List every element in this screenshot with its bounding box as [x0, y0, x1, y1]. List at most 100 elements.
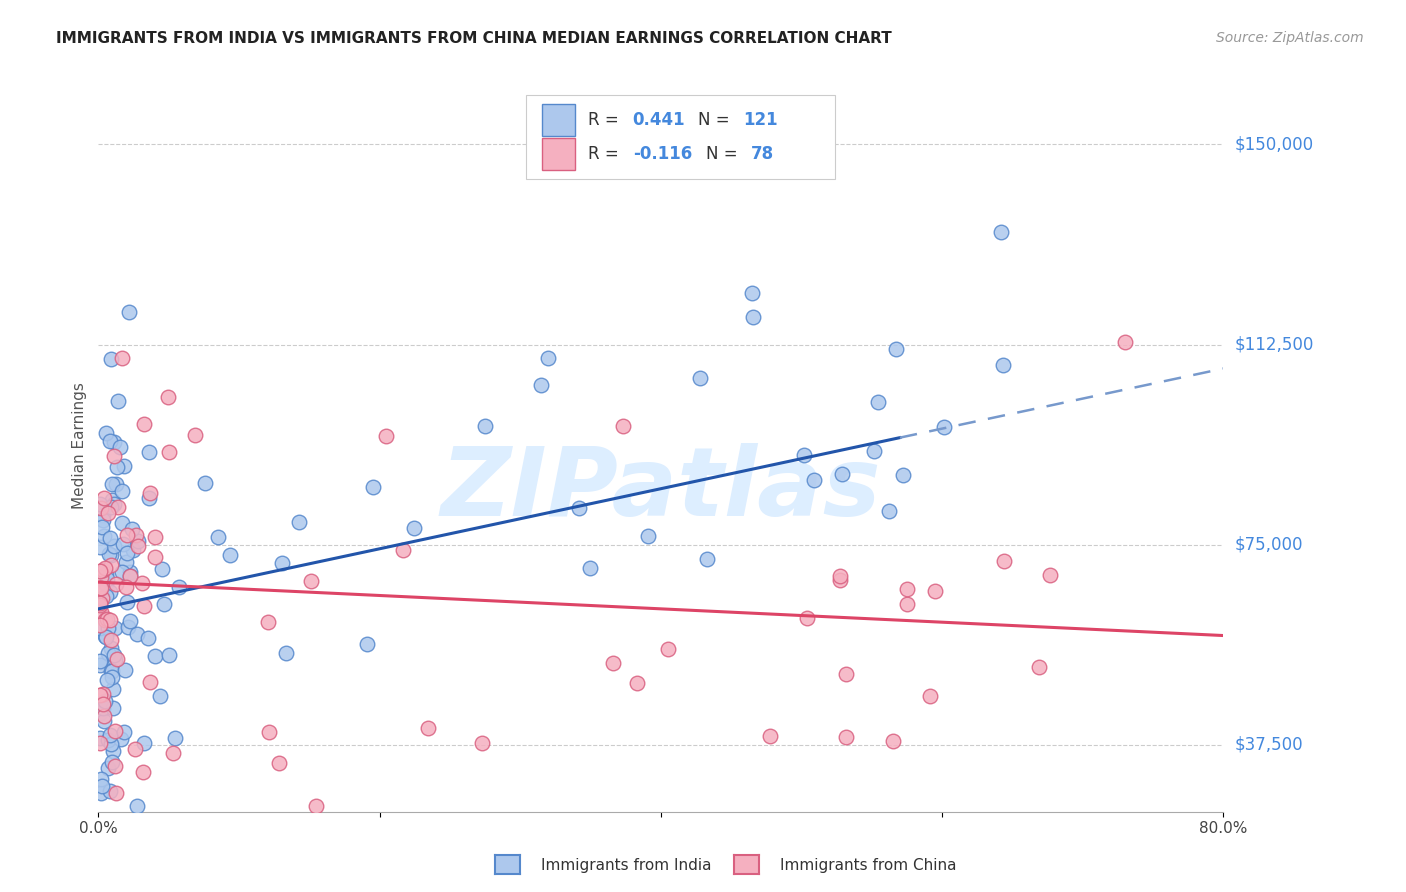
Point — [93, 528, 115, 542]
Point — [127, 799, 149, 814]
Text: $37,500: $37,500 — [1234, 736, 1303, 754]
Point — [793, 448, 815, 462]
Point — [89, 688, 111, 702]
Point — [98, 728, 121, 742]
Point — [90, 605, 112, 619]
Point — [98, 613, 121, 627]
Point — [1028, 660, 1050, 674]
Point — [877, 504, 900, 518]
Point — [111, 565, 134, 579]
Point — [138, 631, 160, 645]
Point — [361, 480, 384, 494]
Text: Immigrants from India: Immigrants from India — [541, 858, 711, 872]
Point — [89, 618, 111, 632]
Text: Source: ZipAtlas.com: Source: ZipAtlas.com — [1216, 31, 1364, 45]
Point — [96, 673, 118, 687]
Point — [612, 418, 634, 433]
Point — [924, 584, 946, 599]
Point — [107, 393, 129, 408]
Point — [103, 648, 125, 663]
Point — [98, 783, 121, 797]
Point — [637, 529, 659, 543]
Point — [98, 585, 121, 599]
Point — [98, 434, 121, 448]
Point — [115, 528, 138, 542]
Point — [100, 492, 122, 507]
Point — [96, 590, 118, 604]
Point — [90, 772, 112, 786]
Point — [274, 646, 297, 660]
Point — [91, 687, 114, 701]
Text: R =: R = — [588, 112, 624, 129]
Point — [471, 736, 494, 750]
Point — [132, 764, 155, 779]
Point — [90, 581, 112, 595]
Point — [416, 721, 439, 735]
Point — [96, 612, 118, 626]
Point — [94, 576, 117, 591]
Text: 0.441: 0.441 — [633, 112, 685, 129]
Point — [138, 491, 160, 506]
Point — [167, 580, 190, 594]
Point — [111, 351, 134, 365]
Point — [89, 540, 111, 554]
Point — [93, 613, 115, 627]
Point — [131, 575, 153, 590]
Point — [269, 756, 291, 771]
Point — [100, 548, 122, 562]
Point — [93, 709, 115, 723]
Point — [271, 556, 294, 570]
Point — [98, 531, 121, 545]
Point — [124, 742, 146, 756]
Point — [299, 574, 322, 589]
Point — [104, 724, 127, 739]
Point — [97, 621, 120, 635]
Point — [143, 530, 166, 544]
Point — [305, 799, 328, 814]
Point — [696, 552, 718, 566]
Point — [257, 724, 280, 739]
Point — [94, 628, 117, 642]
Point — [134, 736, 156, 750]
Point — [89, 731, 111, 746]
Point — [139, 486, 162, 500]
Point — [114, 724, 136, 739]
Point — [93, 714, 115, 728]
Point — [105, 652, 128, 666]
Point — [100, 352, 122, 367]
FancyBboxPatch shape — [541, 137, 575, 169]
Point — [100, 500, 122, 514]
Point — [891, 468, 914, 483]
Point — [100, 558, 122, 573]
Point — [101, 701, 124, 715]
Point — [103, 449, 125, 463]
Point — [150, 562, 173, 576]
Text: R =: R = — [588, 145, 624, 162]
Point — [104, 621, 127, 635]
Point — [100, 737, 122, 751]
Point — [918, 689, 941, 703]
Text: 78: 78 — [751, 145, 773, 162]
Point — [111, 537, 134, 551]
Point — [143, 549, 166, 564]
Point — [118, 305, 141, 319]
Point — [1039, 567, 1062, 582]
Point — [117, 620, 139, 634]
Point — [89, 564, 111, 578]
Point — [132, 417, 155, 431]
Point — [89, 621, 111, 635]
Point — [100, 641, 122, 656]
Point — [866, 395, 889, 409]
Point — [758, 729, 780, 743]
Text: ZIPatlas: ZIPatlas — [440, 443, 882, 536]
Text: IMMIGRANTS FROM INDIA VS IMMIGRANTS FROM CHINA MEDIAN EARNINGS CORRELATION CHART: IMMIGRANTS FROM INDIA VS IMMIGRANTS FROM… — [56, 31, 891, 46]
Point — [127, 533, 149, 548]
Text: $75,000: $75,000 — [1234, 536, 1303, 554]
Point — [391, 542, 413, 557]
Point — [121, 542, 143, 557]
Point — [156, 390, 179, 404]
Point — [882, 733, 904, 747]
Point — [741, 285, 763, 300]
FancyBboxPatch shape — [541, 104, 575, 136]
Point — [93, 491, 115, 505]
